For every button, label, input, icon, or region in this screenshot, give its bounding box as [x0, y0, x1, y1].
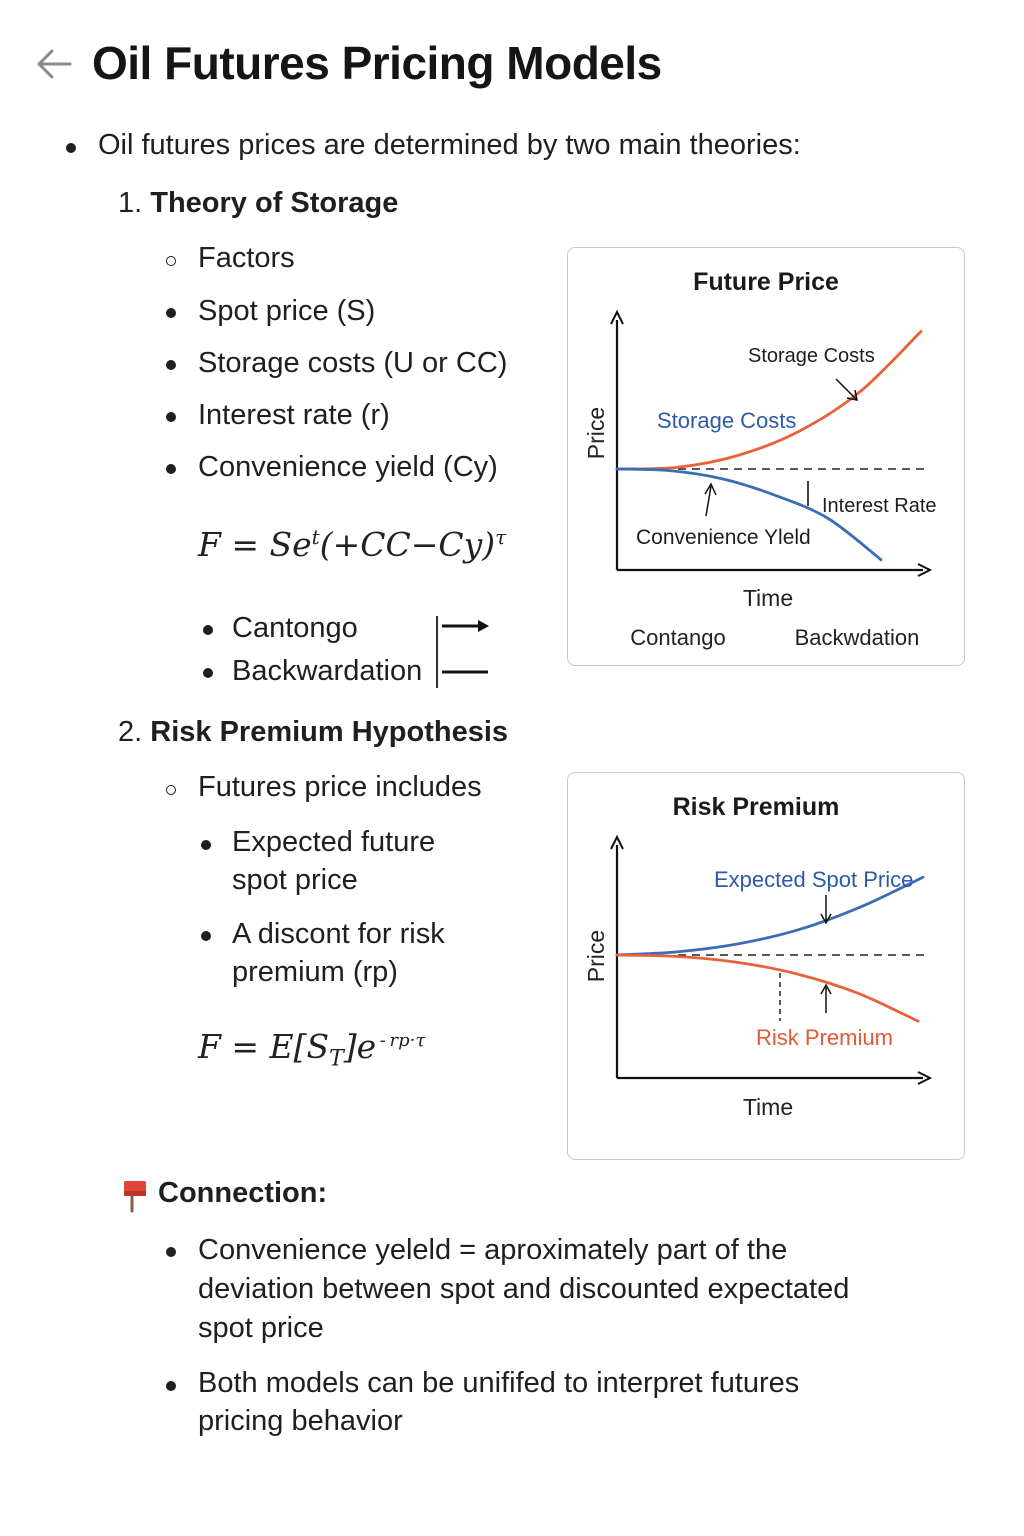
- chart2-annotation-risk-premium: Risk Premium: [756, 1025, 893, 1050]
- chart2-series-expected-spot: [615, 875, 925, 957]
- chart2-x-label: Time: [743, 1094, 793, 1120]
- bullet-dot: [203, 625, 213, 635]
- state-contango: Cantongo: [232, 612, 358, 644]
- theory1-title: Theory of Storage: [150, 187, 399, 219]
- back-arrow-icon[interactable]: [34, 44, 74, 84]
- intro-text: Oil futures prices are determined by two…: [98, 129, 801, 161]
- chart2-series-risk-premium: [615, 953, 920, 1023]
- bullet-dot: [166, 412, 176, 422]
- bullet-dot: [166, 1381, 176, 1391]
- chart2-title: Risk Premium: [673, 793, 840, 821]
- chart1-title: Future Price: [693, 268, 839, 296]
- ring-bullet: [166, 785, 176, 795]
- chart1-annotation-arrow: [835, 378, 857, 400]
- bullet-dot: [201, 931, 211, 941]
- chart1-y-label: Price: [583, 407, 609, 459]
- chart1-annotation-interest-rate: Interest Rate: [822, 495, 937, 517]
- item-expected-line1: Expected future: [232, 826, 436, 858]
- storage-formula: F = Set(+CC−Cy)τ: [198, 525, 507, 564]
- bullet-dot: [166, 464, 176, 474]
- future-price-chart-card: Future Price Price Time Storage Costs St…: [567, 247, 965, 666]
- theory2-number: 2.: [118, 716, 143, 748]
- chart1-annotation-convenience-yield: Convenience Yleld: [636, 526, 811, 549]
- bullet-dot: [66, 143, 76, 153]
- pushpin-icon: [124, 1181, 146, 1213]
- contango-backwardation-bracket: [436, 616, 489, 688]
- page-title: Oil Futures Pricing Models: [92, 37, 662, 89]
- connection-point2-line2: pricing behavior: [198, 1405, 403, 1437]
- factor-spot-price: Spot price (S): [198, 295, 376, 327]
- connection-point2-line1: Both models can be unififed to interpret…: [198, 1367, 800, 1399]
- item-discount-line2: premium (rp): [232, 956, 398, 988]
- chart2-y-label: Price: [583, 930, 609, 982]
- chart2-y-axis-arrow: [610, 834, 624, 850]
- state-backwardation: Backwardation: [232, 655, 423, 687]
- item-expected-line2: spot price: [232, 864, 358, 896]
- chart1-series-storage: [615, 330, 923, 471]
- chart1-series-convenience: [615, 467, 883, 562]
- chart2-annotation-expected-spot: Expected Spot Price: [714, 867, 913, 892]
- bullet-dot: [203, 668, 213, 678]
- bullet-dot: [201, 840, 211, 850]
- future-price-chart: Future Price Price Time Storage Costs St…: [583, 268, 937, 650]
- factor-interest-rate: Interest rate (r): [198, 399, 390, 431]
- connection-point1-line2: deviation between spot and discounted ex…: [198, 1273, 850, 1305]
- factor-storage-costs: Storage costs (U or CC): [198, 347, 508, 379]
- chart1-annotation-storage-costs-blue: Storage Costs: [657, 408, 796, 433]
- risk-premium-formula: F = E[ST]e - rp·τ: [198, 1027, 426, 1072]
- chart1-convenience-arrow: [705, 485, 712, 517]
- chart1-y-axis-arrow: [610, 309, 624, 325]
- chart1-x-label: Time: [743, 585, 793, 611]
- theory1-heading: 1. Theory of Storage: [118, 187, 398, 220]
- connection-point1-line3: spot price: [198, 1312, 324, 1344]
- risk-premium-chart-card: Risk Premium Price Time Expected Spot Pr…: [567, 772, 965, 1160]
- theory1-number: 1.: [118, 187, 143, 219]
- chart1-x-axis-arrow: [917, 563, 933, 577]
- includes-label: Futures price includes: [198, 771, 482, 803]
- chart2-x-axis-arrow: [917, 1071, 933, 1085]
- connection-point1-line1: Convenience yeleld = aproximately part o…: [198, 1234, 788, 1266]
- factors-label: Factors: [198, 242, 295, 274]
- connection-title: Connection:: [158, 1177, 328, 1209]
- bullet-dot: [166, 360, 176, 370]
- chart1-label-backwardation: Backwdation: [795, 625, 920, 650]
- risk-premium-chart: Risk Premium Price Time Expected Spot Pr…: [583, 793, 933, 1120]
- theory2-heading: 2. Risk Premium Hypothesis: [118, 716, 508, 749]
- factor-convenience-yield: Convenience yield (Cy): [198, 451, 498, 483]
- chart1-label-contango: Contango: [630, 625, 725, 650]
- item-discount-line1: A discont for risk: [232, 918, 445, 950]
- chart1-annotation-storage-costs: Storage Costs: [748, 345, 875, 367]
- ring-bullet: [166, 256, 176, 266]
- bullet-dot: [166, 1247, 176, 1257]
- bullet-dot: [166, 308, 176, 318]
- theory2-title: Risk Premium Hypothesis: [150, 716, 509, 748]
